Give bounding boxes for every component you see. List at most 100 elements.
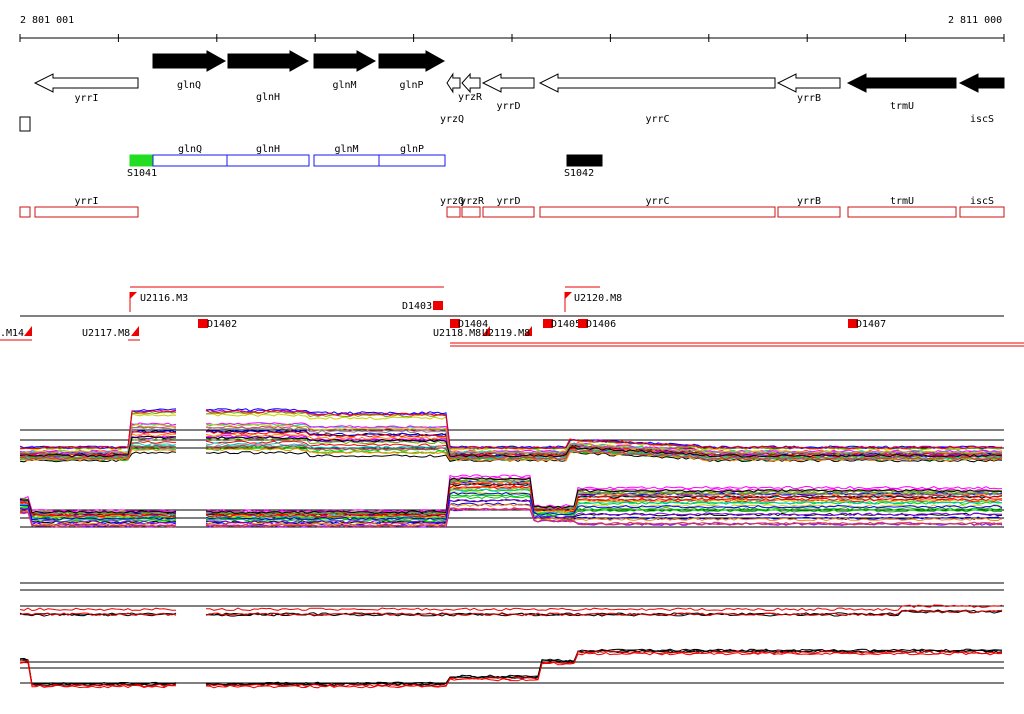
down-marker-box <box>543 319 553 328</box>
expression-panel-1 <box>19 408 1004 463</box>
expression-series-line <box>205 486 1003 518</box>
expression-series-line <box>19 612 177 616</box>
expression-series-line <box>205 609 1002 617</box>
expression-series-line <box>19 444 177 461</box>
feature-label-S1041: S1041 <box>127 168 157 179</box>
red-feature-box-yrrB <box>777 206 841 218</box>
feature-box-glnM <box>313 154 380 167</box>
expression-series-line <box>19 451 177 463</box>
expression-panel-4 <box>19 648 1004 689</box>
expression-series-line <box>205 650 1003 688</box>
gene-label-yrzR: yrzR <box>458 92 483 103</box>
expression-series-line <box>205 498 1003 524</box>
up-marker-label: U2116.M3 <box>140 293 188 304</box>
expression-series-line <box>19 657 177 685</box>
expression-series-line <box>19 426 177 455</box>
expression-series-line <box>19 507 177 524</box>
expression-series-line <box>19 422 177 454</box>
expression-series-line <box>206 604 1003 612</box>
expression-series-line <box>205 491 1003 521</box>
red-feature-label-yrrC: yrrC <box>645 196 669 207</box>
gene-arrow-glnH <box>227 50 310 72</box>
expression-series-line <box>205 485 1003 518</box>
gene-label-glnQ: glnQ <box>177 80 201 91</box>
coordinate-ruler <box>19 34 1005 42</box>
expression-series-line <box>205 482 1003 517</box>
up-marker-label: U2119.M8 <box>482 328 530 339</box>
feature-box-S1042 <box>566 154 603 167</box>
expression-series-line <box>205 503 1003 526</box>
expression-series-line <box>19 509 177 526</box>
expression-series-line <box>19 498 177 514</box>
feature-track: S1041 glnQ glnH glnM glnP S1042 <box>127 144 603 179</box>
red-feature-box-trmU <box>847 206 957 218</box>
feature-label-glnH: glnH <box>256 144 280 155</box>
up-marker-flag <box>524 326 532 336</box>
expression-series-line <box>19 501 177 518</box>
gene-label-yrrC: yrrC <box>645 114 669 125</box>
red-feature-label-yrrD: yrrD <box>496 196 520 207</box>
up-marker-flag <box>565 292 572 299</box>
expression-series-line <box>19 661 177 689</box>
expression-panel-2 <box>19 474 1004 528</box>
red-feature-label-trmU: trmU <box>890 196 914 207</box>
feature-box-S1041 <box>129 154 154 167</box>
down-marker-label: D1407 <box>856 319 886 330</box>
expression-series-line <box>20 503 177 519</box>
feature-label-glnM: glnM <box>334 144 358 155</box>
up-marker-flag <box>130 292 137 299</box>
red-feature-label-yrrI: yrrI <box>74 196 98 207</box>
up-marker-flag <box>131 326 139 336</box>
up-marker-label: U2118.M8 <box>433 328 481 339</box>
feature-label-glnP: glnP <box>400 144 424 155</box>
red-feature-label-iscS: iscS <box>970 196 994 207</box>
gene-track: yrrI glnQ glnH glnM glnP yrzQ yrzR yrrD yrrC yrrB… <box>33 50 1005 125</box>
expression-series-line <box>205 426 1003 455</box>
expression-series-line <box>19 512 177 528</box>
gene-label-glnM: glnM <box>332 80 356 91</box>
up-marker-label: .M14 <box>0 328 24 339</box>
up-marker-label: U2117.M8 <box>82 328 130 339</box>
expression-series-line <box>19 658 177 686</box>
coord-end-label: 2 811 000 <box>948 15 1002 26</box>
gene-arrow-glnM <box>313 50 377 72</box>
feature-box-glnP <box>378 154 446 167</box>
expression-series-line <box>205 648 1003 686</box>
expression-panel-3 <box>19 582 1004 617</box>
expression-series-line <box>205 651 1003 689</box>
gene-arrow-trmU <box>846 73 957 93</box>
down-marker-label: D1404 <box>458 319 488 330</box>
feature-label-glnQ: glnQ <box>178 144 202 155</box>
track-toggle-box[interactable] <box>19 116 31 132</box>
gene-arrow-yrzR <box>461 72 481 94</box>
expression-series-line <box>205 478 1003 515</box>
gene-label-yrzQ: yrzQ <box>440 114 464 125</box>
expression-series-line <box>205 507 1003 528</box>
gene-arrow-yrrI <box>33 73 139 93</box>
expression-series-line <box>205 409 1003 450</box>
expression-series-line <box>19 659 177 687</box>
gene-arrow-glnP <box>378 50 446 72</box>
down-marker-label: D1405 <box>551 319 581 330</box>
feature-box-glnQ <box>152 154 228 167</box>
expression-series-line <box>206 444 1003 461</box>
expression-series-line <box>19 423 177 454</box>
red-feature-box-yrzR <box>461 206 481 218</box>
gene-label-yrrB: yrrB <box>797 93 821 104</box>
red-feature-label-yrzR: yrzR <box>460 196 485 207</box>
red-feature-box-yrzQ <box>446 206 461 218</box>
down-marker-box <box>433 301 443 310</box>
gene-arrow-glnQ <box>152 50 227 72</box>
expression-series-line <box>19 436 176 458</box>
gene-arrow-iscS <box>958 73 1005 93</box>
red-feature-label-yrzQ: yrzQ <box>440 196 464 207</box>
gene-label-iscS: iscS <box>970 114 994 125</box>
expression-series-line <box>205 477 1003 514</box>
down-marker-box <box>848 319 858 328</box>
gene-label-yrrD: yrrD <box>496 101 520 112</box>
feature-box-glnH <box>226 154 310 167</box>
red-feature-box-yrrI <box>34 206 139 218</box>
red-feature-box-yrrD <box>482 206 535 218</box>
red-feature-box-iscS <box>959 206 1005 218</box>
